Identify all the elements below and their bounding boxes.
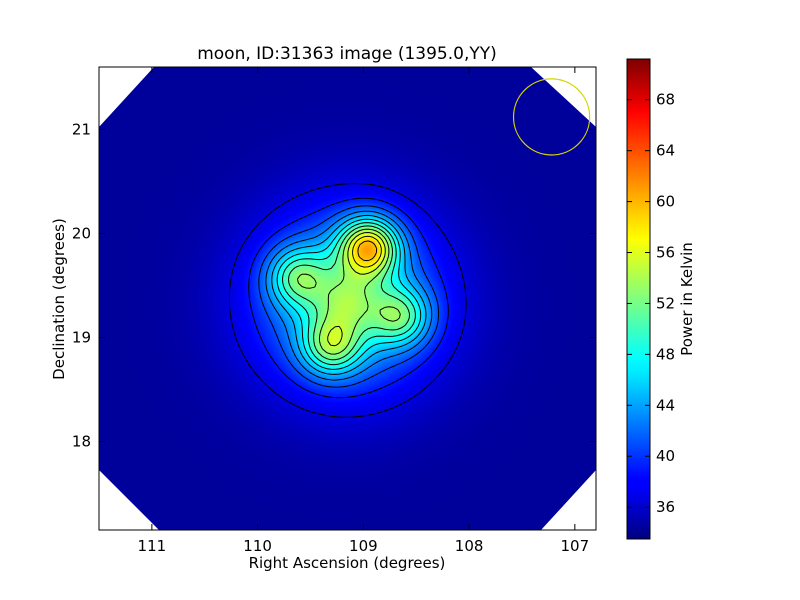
y-tick-label: 21: [72, 120, 91, 138]
contour-line: [276, 218, 422, 370]
contour-line: [258, 205, 440, 388]
contour-line: [352, 235, 382, 268]
plot-frame: [98, 66, 597, 531]
y-axis-label: Declination (degrees): [50, 218, 68, 380]
contour-line: [357, 240, 378, 262]
x-axis-ticks: 111 110 109 108 107: [138, 67, 590, 555]
colorbar-tick-label: 40: [656, 447, 675, 465]
contour-line: [265, 210, 433, 381]
blank-corner: [541, 470, 596, 530]
colorbar: [626, 58, 651, 540]
chart-title: moon, ID:31363 image (1395.0,YY): [197, 44, 497, 64]
contour-line: [228, 183, 467, 418]
plot-area: [99, 67, 596, 530]
colorbar-tick-label: 68: [656, 91, 675, 109]
contour-lines: [228, 183, 467, 418]
blank-corner: [99, 470, 159, 530]
contour-line: [248, 197, 449, 399]
blank-corners: [99, 67, 596, 530]
contour-line: [327, 232, 386, 347]
colorbar-tick-label: 56: [656, 244, 675, 262]
x-tick-label: 108: [455, 537, 484, 555]
y-tick-label: 19: [72, 329, 91, 347]
x-tick-label: 109: [349, 537, 378, 555]
y-axis-ticks: 18 19 20 21: [72, 120, 596, 451]
y-tick-label: 20: [72, 224, 91, 242]
y-tick-label: 18: [72, 433, 91, 451]
contour-line: [271, 214, 427, 375]
x-axis-label: Right Ascension (degrees): [249, 554, 446, 572]
colorbar-tick-label: 64: [656, 142, 675, 160]
colorbar-tick-label: 36: [656, 498, 675, 516]
heatmap-canvas: [99, 67, 596, 530]
colorbar-ticks: 36 40 44 48 52 56 60 64 68: [627, 91, 675, 516]
contour-line: [282, 222, 416, 366]
x-tick-label: 111: [138, 537, 167, 555]
colorbar-tick-label: 48: [656, 345, 675, 363]
beam-circle: [512, 78, 591, 156]
colorbar-tick-label: 52: [656, 294, 675, 312]
contour-line: [297, 228, 401, 355]
colorbar-label: Power in Kelvin: [678, 242, 696, 356]
blank-corner: [99, 67, 154, 127]
colorbar-tick-label: 44: [656, 396, 675, 414]
x-tick-label: 110: [243, 537, 272, 555]
blank-corner: [531, 67, 596, 127]
x-tick-label: 107: [561, 537, 590, 555]
colorbar-tick-label: 60: [656, 193, 675, 211]
contour-line: [288, 225, 410, 361]
